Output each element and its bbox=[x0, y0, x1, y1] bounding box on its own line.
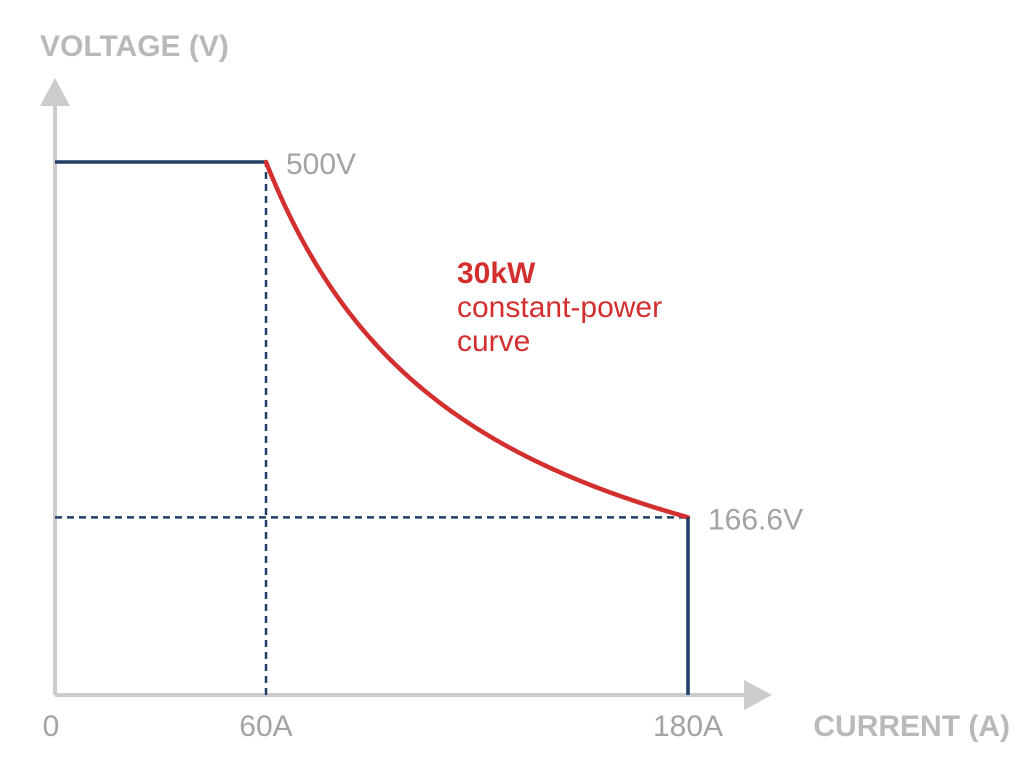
annotation-line1: constant-power bbox=[457, 291, 662, 324]
y-axis-title: VOLTAGE (V) bbox=[40, 30, 229, 63]
x-tick-label-180a: 180A bbox=[653, 710, 723, 743]
y-axis-arrow-icon bbox=[40, 78, 70, 106]
annotation-power: 30kW bbox=[457, 257, 536, 290]
x-axis-arrow-icon bbox=[744, 680, 772, 710]
voltage-label-500v: 500V bbox=[286, 148, 356, 181]
voltage-label-166v: 166.6V bbox=[708, 503, 803, 536]
x-tick-label-60a: 60A bbox=[239, 710, 292, 743]
origin-label: 0 bbox=[43, 710, 60, 743]
annotation-line2: curve bbox=[457, 325, 530, 358]
x-axis-title: CURRENT (A) bbox=[813, 710, 1010, 743]
series-constant-power bbox=[263, 159, 691, 520]
